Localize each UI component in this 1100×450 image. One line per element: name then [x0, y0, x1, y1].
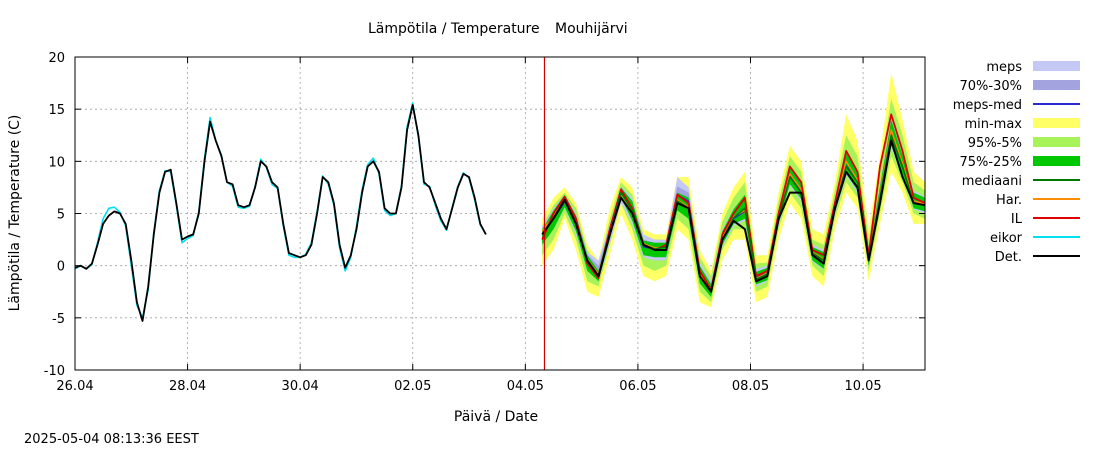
legend-label-il: IL — [1011, 212, 1023, 227]
x-axis-ticks: 26.04 28.04 30.04 02.05 04.05 06.05 08.05 10.05 — [56, 57, 882, 394]
series-det-history — [74, 104, 487, 322]
y-tick-label: 5 — [57, 208, 65, 223]
grid — [75, 57, 925, 370]
legend-swatch-p95_5 — [1033, 137, 1080, 147]
legend: meps 70%-30% meps-med min-max 95%-5% 75%-25% m… — [953, 60, 1080, 265]
y-axis-ticks: -10 -5 0 5 10 15 20 — [44, 51, 925, 379]
y-tick-label: -10 — [44, 364, 65, 379]
y-tick-label: -5 — [52, 312, 65, 327]
legend-label-min_max: min-max — [964, 117, 1022, 132]
legend-label-p70_30: 70%-30% — [960, 79, 1022, 94]
x-tick-label: 02.05 — [394, 379, 431, 394]
x-axis-title: Päivä / Date — [454, 409, 538, 425]
x-tick-label: 28.04 — [169, 379, 206, 394]
y-tick-label: 10 — [48, 155, 65, 170]
y-tick-label: 20 — [48, 51, 65, 66]
series-lines — [74, 102, 926, 322]
legend-label-p75_25: 75%-25% — [960, 155, 1022, 170]
legend-swatch-min_max — [1033, 118, 1080, 128]
legend-label-det: Det. — [995, 250, 1022, 265]
legend-swatch-p75_25 — [1033, 156, 1080, 166]
legend-label-eikor: eikor — [990, 231, 1023, 246]
x-tick-label: 30.04 — [282, 379, 319, 394]
x-tick-label: 26.04 — [56, 379, 93, 394]
x-tick-label: 10.05 — [844, 379, 881, 394]
legend-swatch-meps — [1033, 61, 1080, 71]
station-name: Mouhijärvi — [555, 21, 628, 37]
y-tick-label: 15 — [48, 103, 65, 118]
band-min-max — [542, 72, 925, 308]
legend-label-har: Har. — [996, 193, 1022, 208]
y-tick-label: 0 — [57, 260, 65, 275]
series-det-forecast — [541, 139, 926, 293]
legend-label-meps_med: meps-med — [953, 98, 1022, 113]
generated-timestamp: 2025-05-04 08:13:36 EEST — [24, 432, 199, 447]
x-tick-label: 06.05 — [619, 379, 656, 394]
band-95-5 — [542, 98, 925, 303]
x-tick-label: 08.05 — [732, 379, 769, 394]
legend-label-meps: meps — [986, 60, 1022, 75]
x-tick-label: 04.05 — [507, 379, 544, 394]
legend-swatch-p70_30 — [1033, 80, 1080, 90]
y-axis-title: Lämpötila / Temperature (C) — [7, 115, 23, 312]
legend-label-mediaani: mediaani — [962, 174, 1022, 189]
legend-label-p95_5: 95%-5% — [968, 136, 1022, 151]
chart-title: Lämpötila / Temperature — [368, 21, 540, 37]
